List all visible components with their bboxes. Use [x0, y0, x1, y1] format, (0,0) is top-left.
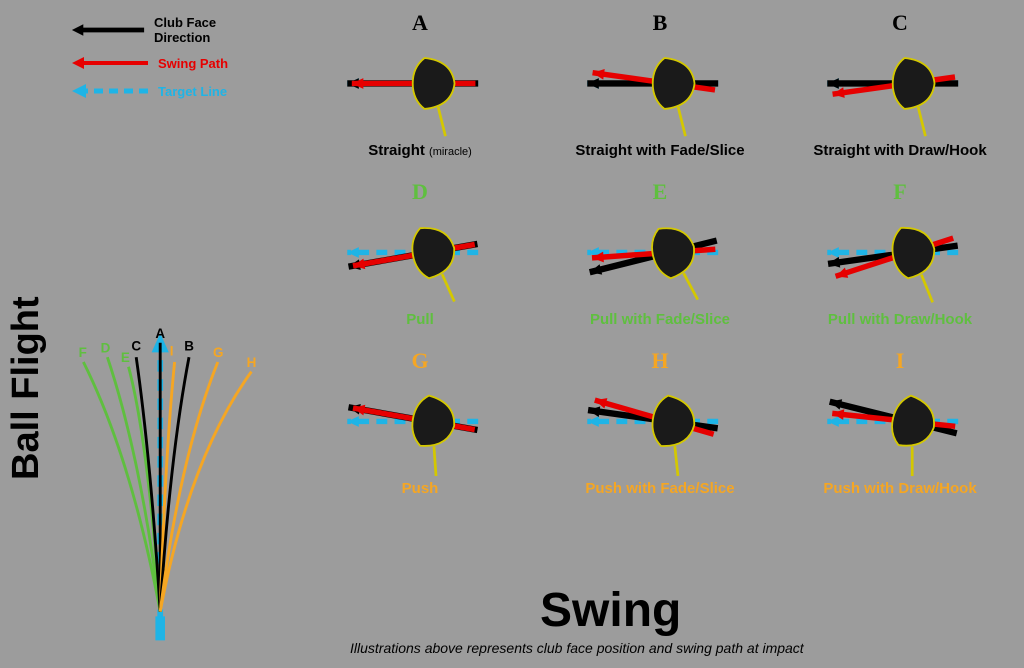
- swing-caption-A: Straight (miracle): [368, 142, 472, 159]
- flight-letter-I: I: [170, 343, 174, 358]
- swing-letter-D: D: [412, 179, 428, 205]
- ball-flight-diagram: FDECAIB G H: [40, 170, 290, 650]
- legend-target-line: Target Line: [70, 81, 270, 101]
- swing-path-arrow-icon: [70, 53, 150, 73]
- swing-caption-C: Straight with Draw/Hook: [813, 142, 986, 159]
- swing-illustration: [320, 38, 520, 138]
- swing-illustration: [320, 207, 520, 307]
- legend-swing-label: Swing Path: [158, 56, 228, 71]
- swing-cell-F: F Pull with Draw/Hook: [780, 179, 1020, 328]
- swing-cell-G: G Push: [300, 348, 540, 497]
- swing-letter-H: H: [651, 348, 668, 374]
- legend-swing-path: Swing Path: [70, 53, 270, 73]
- swing-illustration: [560, 38, 760, 138]
- swing-caption-I: Push with Draw/Hook: [823, 480, 976, 497]
- swing-illustration: [560, 207, 760, 307]
- swing-letter-B: B: [653, 10, 668, 36]
- swing-letter-C: C: [892, 10, 908, 36]
- swing-letter-F: F: [893, 179, 906, 205]
- swing-illustration: [560, 376, 760, 476]
- swing-cell-A: A Straight (miracle): [300, 10, 540, 159]
- legend-club-face: Club Face Direction: [70, 15, 270, 45]
- legend-club-face-label: Club Face Direction: [154, 15, 270, 45]
- swing-cell-B: B Straight with Fade/Slice: [540, 10, 780, 159]
- swing-cell-E: E Pull with Fade/Slice: [540, 179, 780, 328]
- swing-caption-F: Pull with Draw/Hook: [828, 311, 972, 328]
- legend: Club Face Direction Swing Path Target Li…: [70, 15, 270, 109]
- swing-letter-G: G: [411, 348, 428, 374]
- flight-letter-B: B: [184, 338, 194, 353]
- swing-illustration: [800, 207, 1000, 307]
- swing-cell-C: C Straight with Draw/Hook: [780, 10, 1020, 159]
- swing-letter-I: I: [896, 348, 905, 374]
- swing-caption-G: Push: [402, 480, 439, 497]
- flight-letter-G: G: [213, 345, 223, 360]
- flight-letter-A: A: [155, 326, 165, 341]
- swing-cell-D: D Pull: [300, 179, 540, 328]
- flight-letter-F: F: [79, 345, 87, 360]
- swing-illustration: [800, 376, 1000, 476]
- target-line-arrow-icon: [70, 81, 150, 101]
- swing-subtitle: Illustrations above represents club face…: [350, 640, 804, 656]
- swing-letter-A: A: [412, 10, 428, 36]
- flight-path-H: [160, 372, 251, 612]
- flight-letter-E: E: [121, 350, 130, 365]
- swing-caption-D: Pull: [406, 311, 434, 328]
- swing-grid: A Straight (miracle) B: [300, 10, 1020, 497]
- swing-illustration: [800, 38, 1000, 138]
- flight-letter-D: D: [101, 340, 111, 355]
- club-face-arrow-icon: [70, 20, 146, 40]
- swing-title: Swing: [540, 583, 681, 638]
- swing-caption-E: Pull with Fade/Slice: [590, 311, 730, 328]
- flight-letter-H: H: [247, 355, 257, 370]
- swing-letter-E: E: [653, 179, 668, 205]
- swing-cell-I: I Push with Draw/Hook: [780, 348, 1020, 497]
- swing-caption-B: Straight with Fade/Slice: [575, 142, 744, 159]
- swing-cell-H: H Push with Fade/Slice: [540, 348, 780, 497]
- flight-letter-C: C: [131, 338, 141, 353]
- swing-illustration: [320, 376, 520, 476]
- legend-target-label: Target Line: [158, 84, 227, 99]
- swing-caption-H: Push with Fade/Slice: [585, 480, 734, 497]
